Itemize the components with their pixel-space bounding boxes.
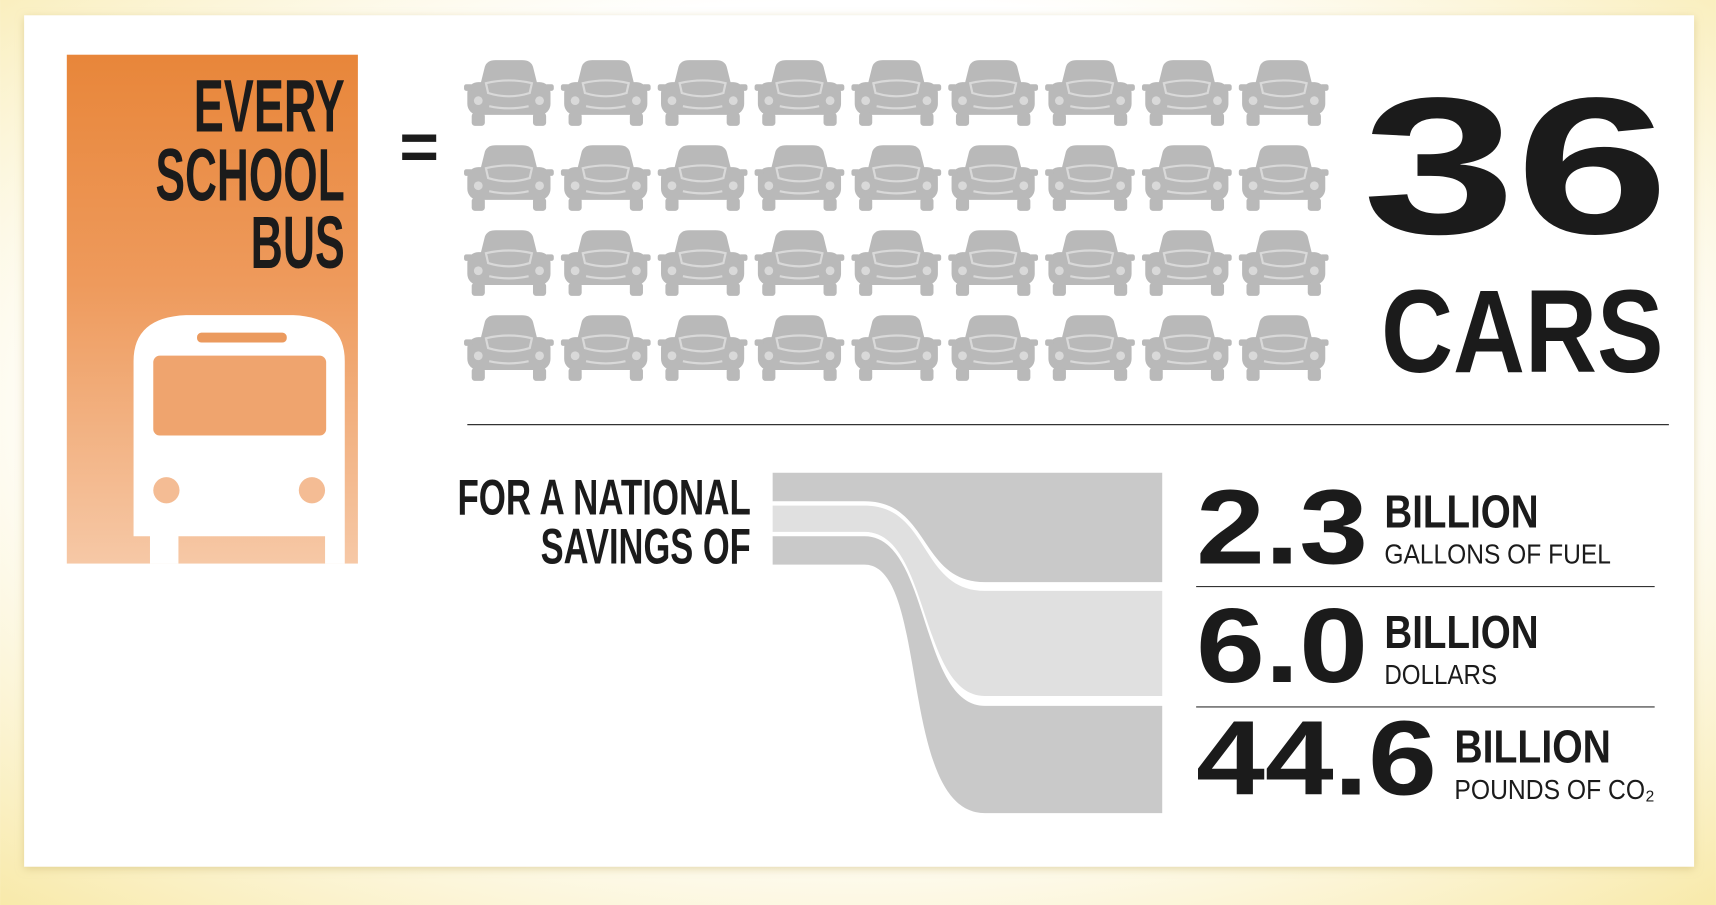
car-icon [1238, 230, 1329, 296]
savings-intro: FOR A NATIONAL [457, 468, 750, 525]
saving-unit: BILLION [1384, 485, 1538, 537]
car-label: CARS [1381, 266, 1663, 398]
car-icon [464, 145, 554, 211]
car-icon [948, 145, 1039, 211]
car-icon [754, 315, 845, 381]
car-icon [560, 230, 651, 296]
saving-amount: 2.3 [1196, 469, 1368, 587]
car-icon [1238, 145, 1329, 211]
car-icon [851, 315, 942, 381]
saving-description: GALLONS OF FUEL [1384, 539, 1611, 570]
car-icon [948, 60, 1039, 126]
car-icon [754, 60, 845, 126]
saving-unit: BILLION [1454, 721, 1610, 773]
car-icon [560, 315, 651, 381]
car-icon [1045, 315, 1135, 381]
saving-description: POUNDS OF CO₂ [1454, 774, 1654, 805]
saving-item: 6.0 BILLION DOLLARS [1196, 587, 1539, 705]
headline: EVERY SCHOOL BUS [155, 64, 344, 284]
saving-amount: 6.0 [1196, 587, 1368, 705]
bus-icon [133, 315, 345, 564]
car-icon [1141, 315, 1232, 381]
car-icon [657, 315, 748, 381]
headline-line: SCHOOL [155, 133, 344, 216]
saving-item: 44.6 BILLION POUNDS OF CO₂ [1196, 699, 1655, 817]
car-icon [1238, 315, 1329, 381]
saving-amount: 44.6 [1196, 699, 1437, 817]
savings-intro: SAVINGS OF [541, 518, 751, 575]
headline-line: EVERY [194, 64, 345, 147]
car-icon [657, 230, 748, 296]
car-icon [948, 230, 1039, 296]
car-icon [464, 60, 554, 126]
car-icon [851, 60, 942, 126]
headline-line: BUS [251, 201, 345, 284]
car-icon [657, 60, 748, 126]
car-icon [851, 145, 942, 211]
car-icon [560, 60, 651, 126]
car-icon [754, 230, 845, 296]
car-grid [464, 60, 1329, 381]
equals-sign: = [399, 110, 439, 185]
car-icon [754, 145, 845, 211]
car-icon [1141, 145, 1232, 211]
car-icon [1045, 145, 1135, 211]
car-icon [1045, 60, 1135, 126]
saving-unit: BILLION [1384, 606, 1538, 658]
car-icon [657, 145, 748, 211]
car-icon [1045, 230, 1135, 296]
car-icon [464, 230, 554, 296]
car-icon [948, 315, 1039, 381]
car-icon [1238, 60, 1329, 126]
car-icon [1141, 230, 1232, 296]
saving-description: DOLLARS [1384, 659, 1497, 690]
car-icon [851, 230, 942, 296]
car-icon [1141, 60, 1232, 126]
saving-item: 2.3 BILLION GALLONS OF FUEL [1196, 469, 1611, 587]
car-count: 36 [1362, 58, 1668, 275]
car-icon [464, 315, 554, 381]
car-icon [560, 145, 651, 211]
flow-bands [772, 472, 1163, 814]
